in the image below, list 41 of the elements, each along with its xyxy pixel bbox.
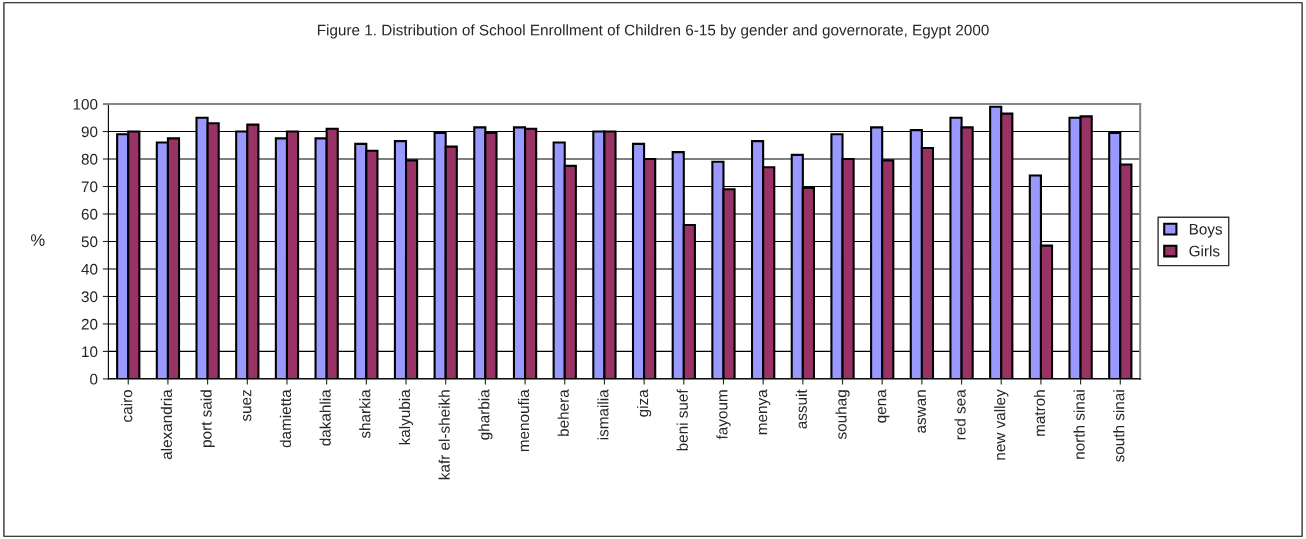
x-tick-label: behera (557, 389, 569, 436)
x-tick-label: souhag (835, 390, 850, 440)
x-tick-label: matroh (1033, 390, 1046, 436)
x-tick-label: qena (877, 389, 890, 423)
legend-label: Boys (1189, 223, 1223, 238)
y-tick-label: 100 (73, 98, 98, 110)
x-tick-label: fayoum (716, 390, 731, 440)
y-tick-label: 0 (90, 373, 98, 385)
x-tick-label: sharkia (359, 389, 371, 439)
y-tick-label: 90 (81, 126, 98, 138)
legend-label: Girls (1189, 245, 1220, 257)
chart-title: Figure 1. Distribution of School Enrollment of Children 6-15 by gender and governorate, Egypt 2000 (317, 24, 989, 39)
y-tick-label: 50 (81, 236, 98, 248)
x-tick-label: menya (758, 389, 771, 435)
y-tick-label: 80 (81, 153, 98, 165)
x-tick-label: alexandria (160, 389, 173, 460)
y-tick-label: 20 (81, 318, 98, 330)
x-tick-label: damietta (279, 389, 292, 448)
y-tick-label: 70 (81, 181, 98, 193)
x-tick-label: dakahlia (319, 389, 331, 446)
x-tick-label: kalyubia (398, 389, 414, 445)
x-tick-label: assuit (795, 389, 807, 429)
x-tick-label: north sinai (1073, 390, 1085, 459)
x-tick-label: south sinai (1113, 390, 1125, 462)
x-tick-label: gharbia (478, 389, 493, 440)
x-tick-label: suez (243, 390, 252, 422)
y-axis-title: % (30, 234, 45, 246)
x-tick-label: red sea (954, 389, 966, 440)
x-tick-label: menoufia (517, 389, 530, 452)
x-tick-label: kafr el-sheikh (438, 390, 450, 480)
x-tick-label: cairo (121, 389, 133, 422)
x-tick-label: beni suef (676, 389, 688, 451)
y-tick-label: 30 (81, 291, 98, 303)
x-tick-label: aswan (917, 390, 926, 433)
y-tick-label: 60 (81, 208, 98, 220)
x-tick-label: ismailia (597, 389, 609, 440)
x-tick-label: giza (636, 389, 652, 417)
x-tick-label: port said (200, 390, 215, 447)
x-tick-label: new valley (994, 389, 1009, 460)
y-tick-label: 40 (81, 263, 98, 275)
y-tick-label: 10 (82, 346, 98, 358)
